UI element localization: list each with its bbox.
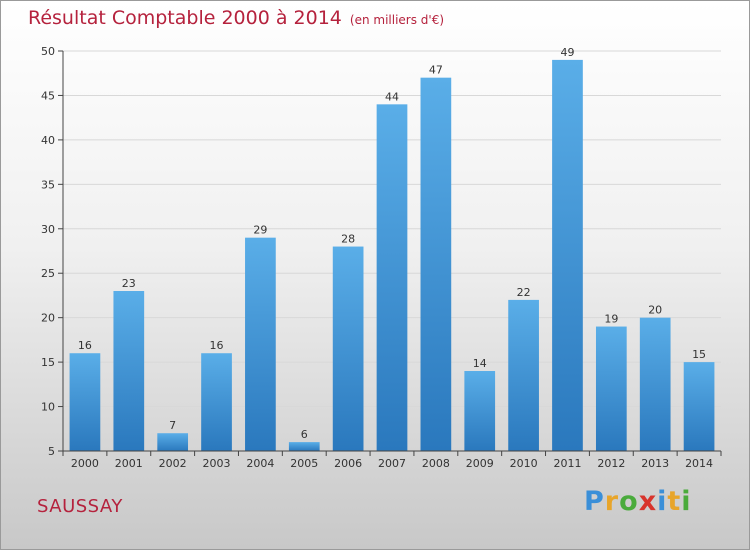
x-tick-label: 2005 <box>290 457 318 470</box>
axes <box>58 50 722 456</box>
x-tick-label: 2004 <box>246 457 274 470</box>
x-tick-label: 2007 <box>378 457 406 470</box>
x-tick-label: 2012 <box>597 457 625 470</box>
y-tick-label: 15 <box>41 356 55 369</box>
bar-value-label: 20 <box>648 304 662 317</box>
x-tick-label: 2010 <box>510 457 538 470</box>
bar-value-label: 16 <box>78 339 92 352</box>
bar-value-label: 16 <box>210 339 224 352</box>
x-tick-label: 2008 <box>422 457 450 470</box>
bar-value-label: 19 <box>604 313 618 326</box>
y-tick-label: 35 <box>41 178 55 191</box>
bar <box>157 433 189 451</box>
bar <box>113 291 145 451</box>
y-tick-label: 45 <box>41 89 55 102</box>
bar-value-label: 29 <box>253 224 267 237</box>
logo-letter: i <box>681 486 692 517</box>
x-tick-label: 2000 <box>71 457 99 470</box>
y-tick-label: 10 <box>41 401 55 414</box>
y-tick-label: 30 <box>41 223 55 236</box>
bar <box>683 362 715 451</box>
bar-value-label: 7 <box>169 419 176 432</box>
bar <box>420 77 452 452</box>
bar <box>595 326 627 451</box>
bar <box>639 317 671 451</box>
y-tick-label: 50 <box>41 45 55 58</box>
bars <box>69 59 715 452</box>
bar-value-label: 23 <box>122 277 136 290</box>
bar <box>508 299 539 451</box>
y-tick-label: 5 <box>48 445 55 458</box>
bar <box>552 59 583 452</box>
logo-letter: t <box>667 486 682 517</box>
x-tick-label: 2003 <box>203 457 231 470</box>
chart-title-text: Résultat Comptable 2000 à 2014 <box>28 7 342 29</box>
bar <box>464 371 496 451</box>
y-tick-label: 25 <box>41 267 55 280</box>
bar <box>201 353 232 451</box>
bar-value-label: 28 <box>341 233 355 246</box>
bar-value-label: 22 <box>517 286 531 299</box>
bar <box>376 104 408 451</box>
x-tick-label: 2006 <box>334 457 362 470</box>
bar <box>332 246 364 451</box>
y-tick-label: 20 <box>41 312 55 325</box>
x-tick-label: 2011 <box>553 457 581 470</box>
logo-letter: i <box>657 486 668 517</box>
bar-value-label: 6 <box>301 428 308 441</box>
chart-subtitle: (en milliers d'€) <box>349 13 445 27</box>
y-tick-label: 40 <box>41 134 55 147</box>
x-tick-label: 2013 <box>641 457 669 470</box>
logo-letter: P <box>584 486 605 517</box>
labels: 5 10 15 20 25 30 35 40 45 50 16 2000 23 2001 7 2002 16 20… <box>41 45 713 470</box>
bar <box>245 237 276 451</box>
bar-value-label: 15 <box>692 348 706 361</box>
chart-title: Résultat Comptable 2000 à 2014 (en millie… <box>28 7 444 29</box>
bar-value-label: 49 <box>560 46 574 59</box>
bar <box>288 442 320 451</box>
x-tick-label: 2014 <box>685 457 713 470</box>
logo-letter: o <box>619 486 639 517</box>
place-name: SAUSSAY <box>37 496 123 517</box>
logo-letter: x <box>638 486 658 517</box>
x-tick-label: 2009 <box>466 457 494 470</box>
logo-letter: r <box>604 486 620 517</box>
bar-value-label: 44 <box>385 90 399 103</box>
bar-value-label: 14 <box>473 357 487 370</box>
bar <box>69 353 101 451</box>
bar-value-label: 47 <box>429 64 443 77</box>
x-tick-label: 2001 <box>115 457 143 470</box>
x-tick-label: 2002 <box>159 457 187 470</box>
proxiti-logo: Proxiti <box>584 486 692 517</box>
